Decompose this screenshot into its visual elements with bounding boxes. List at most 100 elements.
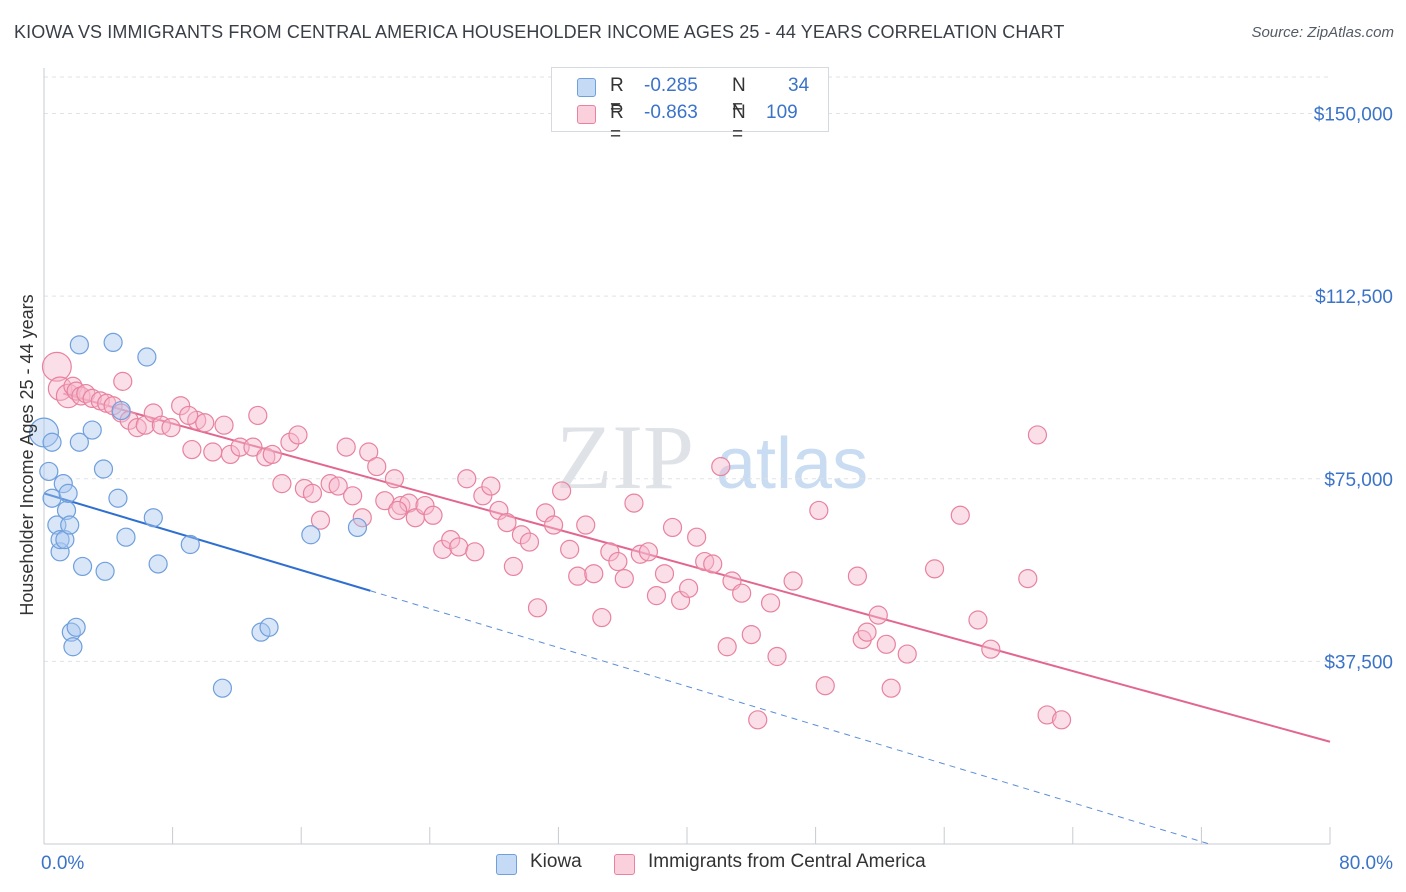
kiowa-point <box>69 335 89 355</box>
kiowa-point <box>82 420 102 440</box>
central-america-point <box>767 646 787 667</box>
x-tick-label: 0.0% <box>41 853 84 874</box>
central-america-point <box>82 388 102 409</box>
legend-r-label: R = <box>610 75 624 118</box>
central-america-point <box>280 432 300 452</box>
central-america-point <box>41 351 72 382</box>
central-america-point <box>336 437 356 457</box>
kiowa-point <box>301 525 321 545</box>
y-tick-label: $75,000 <box>1324 470 1393 491</box>
kiowa-point <box>180 534 200 555</box>
central-america-point <box>203 442 223 462</box>
kiowa-point <box>72 556 93 577</box>
legend-n-label: N = <box>732 75 746 118</box>
legend-r-label: R = <box>610 102 624 145</box>
central-america-point <box>243 437 263 457</box>
central-america-point <box>815 676 835 696</box>
central-america-point <box>465 542 485 562</box>
watermark: ZIP atlas <box>556 406 868 508</box>
bottom-legend-swatch-central-america <box>614 854 635 875</box>
kiowa-point <box>66 617 86 637</box>
central-america-point <box>981 639 1001 659</box>
kiowa-point <box>143 508 163 528</box>
kiowa-point <box>95 561 115 581</box>
central-america-point <box>384 469 405 489</box>
kiowa-point <box>116 527 136 547</box>
central-america-point <box>881 678 901 698</box>
y-tick-label: $112,500 <box>1315 287 1393 308</box>
y-axis-label: Householder Income Ages 25 - 44 years <box>17 294 37 615</box>
central-america-point <box>760 593 781 613</box>
central-america-point <box>968 610 988 630</box>
central-america-point <box>457 469 477 489</box>
central-america-point <box>638 542 659 562</box>
central-america-point <box>732 583 752 603</box>
central-america-point <box>695 551 715 572</box>
central-america-point <box>179 405 199 426</box>
y-tick-label: $37,500 <box>1324 652 1393 673</box>
central-america-point <box>543 515 564 535</box>
central-america-point <box>687 527 707 547</box>
bottom-legend-label-central-america: Immigrants from Central America <box>648 851 926 872</box>
central-america-point <box>1037 705 1057 725</box>
trend-lines <box>43 392 1331 845</box>
central-america-point <box>262 444 282 465</box>
watermark-atlas: atlas <box>716 424 868 504</box>
central-america-trend-line <box>63 392 1331 743</box>
central-america-point <box>624 493 644 513</box>
kiowa-point <box>69 432 89 452</box>
central-america-point <box>113 371 133 391</box>
central-america-point <box>1051 710 1072 730</box>
y-tick-label: $150,000 <box>1314 105 1393 126</box>
central-america-point <box>415 495 435 516</box>
central-america-point <box>876 634 896 654</box>
central-america-point <box>367 456 387 477</box>
central-america-point <box>576 515 596 535</box>
central-america-point <box>662 517 683 538</box>
central-america-point <box>328 476 348 496</box>
central-america-point <box>481 476 501 496</box>
central-america-point <box>584 564 604 584</box>
central-america-point <box>388 500 408 521</box>
central-america-point <box>809 500 829 521</box>
kiowa-point <box>259 617 279 637</box>
kiowa-point <box>50 530 70 550</box>
central-america-point <box>182 439 202 460</box>
central-america-point <box>248 405 268 426</box>
kiowa-point <box>58 483 78 503</box>
central-america-point <box>352 508 372 528</box>
legend-r-value: -0.863 <box>644 102 698 123</box>
central-america-point <box>679 578 699 598</box>
central-america-point <box>171 396 191 416</box>
kiowa-point <box>103 332 123 353</box>
data-points <box>29 332 1072 730</box>
central-america-point <box>1027 425 1048 445</box>
kiowa-point <box>39 461 59 482</box>
central-america-point <box>433 539 453 559</box>
legend-swatch-kiowa <box>577 78 596 97</box>
central-america-point <box>497 512 517 533</box>
kiowa-point <box>55 530 75 550</box>
gridlines <box>44 76 1330 662</box>
kiowa-point <box>42 432 62 452</box>
central-america-point <box>630 544 650 564</box>
central-america-point <box>600 542 620 562</box>
central-america-point <box>423 505 443 525</box>
axes <box>43 68 1331 845</box>
central-america-point <box>868 605 888 625</box>
central-america-point <box>220 444 241 465</box>
kiowa-trend-line <box>43 492 371 592</box>
source-label: Source: ZipAtlas.com <box>1251 24 1394 41</box>
central-america-point <box>646 586 667 606</box>
kiowa-point <box>42 488 62 508</box>
kiowa-point <box>212 678 233 698</box>
central-america-point <box>924 559 945 579</box>
central-america-point <box>161 418 181 438</box>
legend: R = -0.285 N = 34 R = -0.863 N = 109 <box>551 67 829 145</box>
central-america-point <box>1018 568 1038 589</box>
central-america-point <box>527 598 548 618</box>
central-america-point <box>302 483 323 503</box>
central-america-point <box>857 622 877 642</box>
central-america-point <box>320 474 340 494</box>
